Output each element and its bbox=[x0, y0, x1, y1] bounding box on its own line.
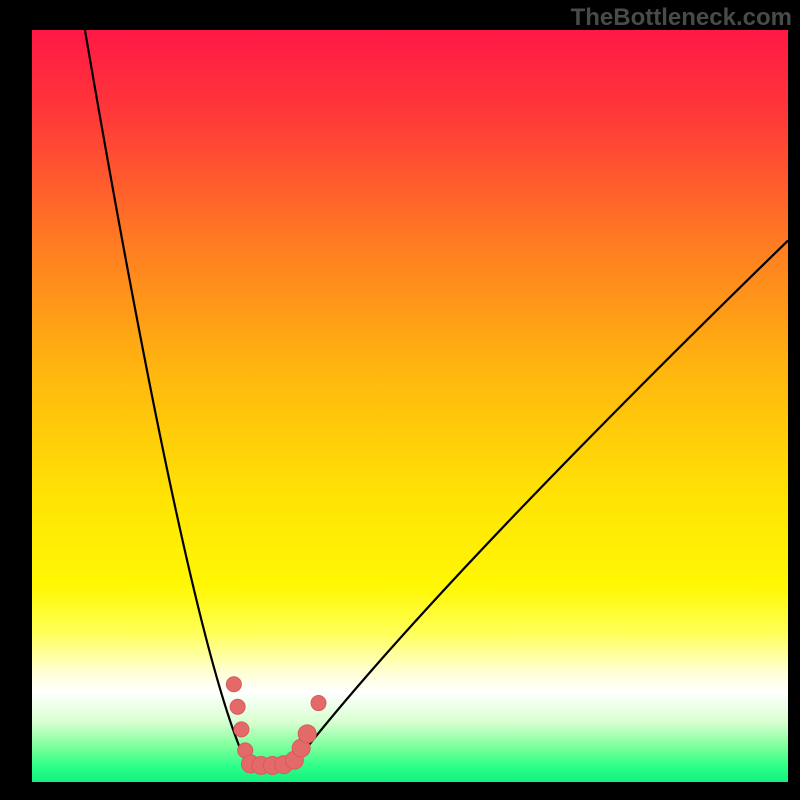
chart-frame: TheBottleneck.com bbox=[0, 0, 800, 800]
data-marker bbox=[234, 722, 249, 737]
data-marker bbox=[311, 696, 326, 711]
data-marker bbox=[226, 677, 241, 692]
data-marker bbox=[230, 699, 245, 714]
data-marker bbox=[298, 725, 316, 743]
plot-background-gradient bbox=[32, 30, 788, 782]
watermark-text: TheBottleneck.com bbox=[571, 4, 792, 32]
chart-svg bbox=[0, 0, 800, 800]
